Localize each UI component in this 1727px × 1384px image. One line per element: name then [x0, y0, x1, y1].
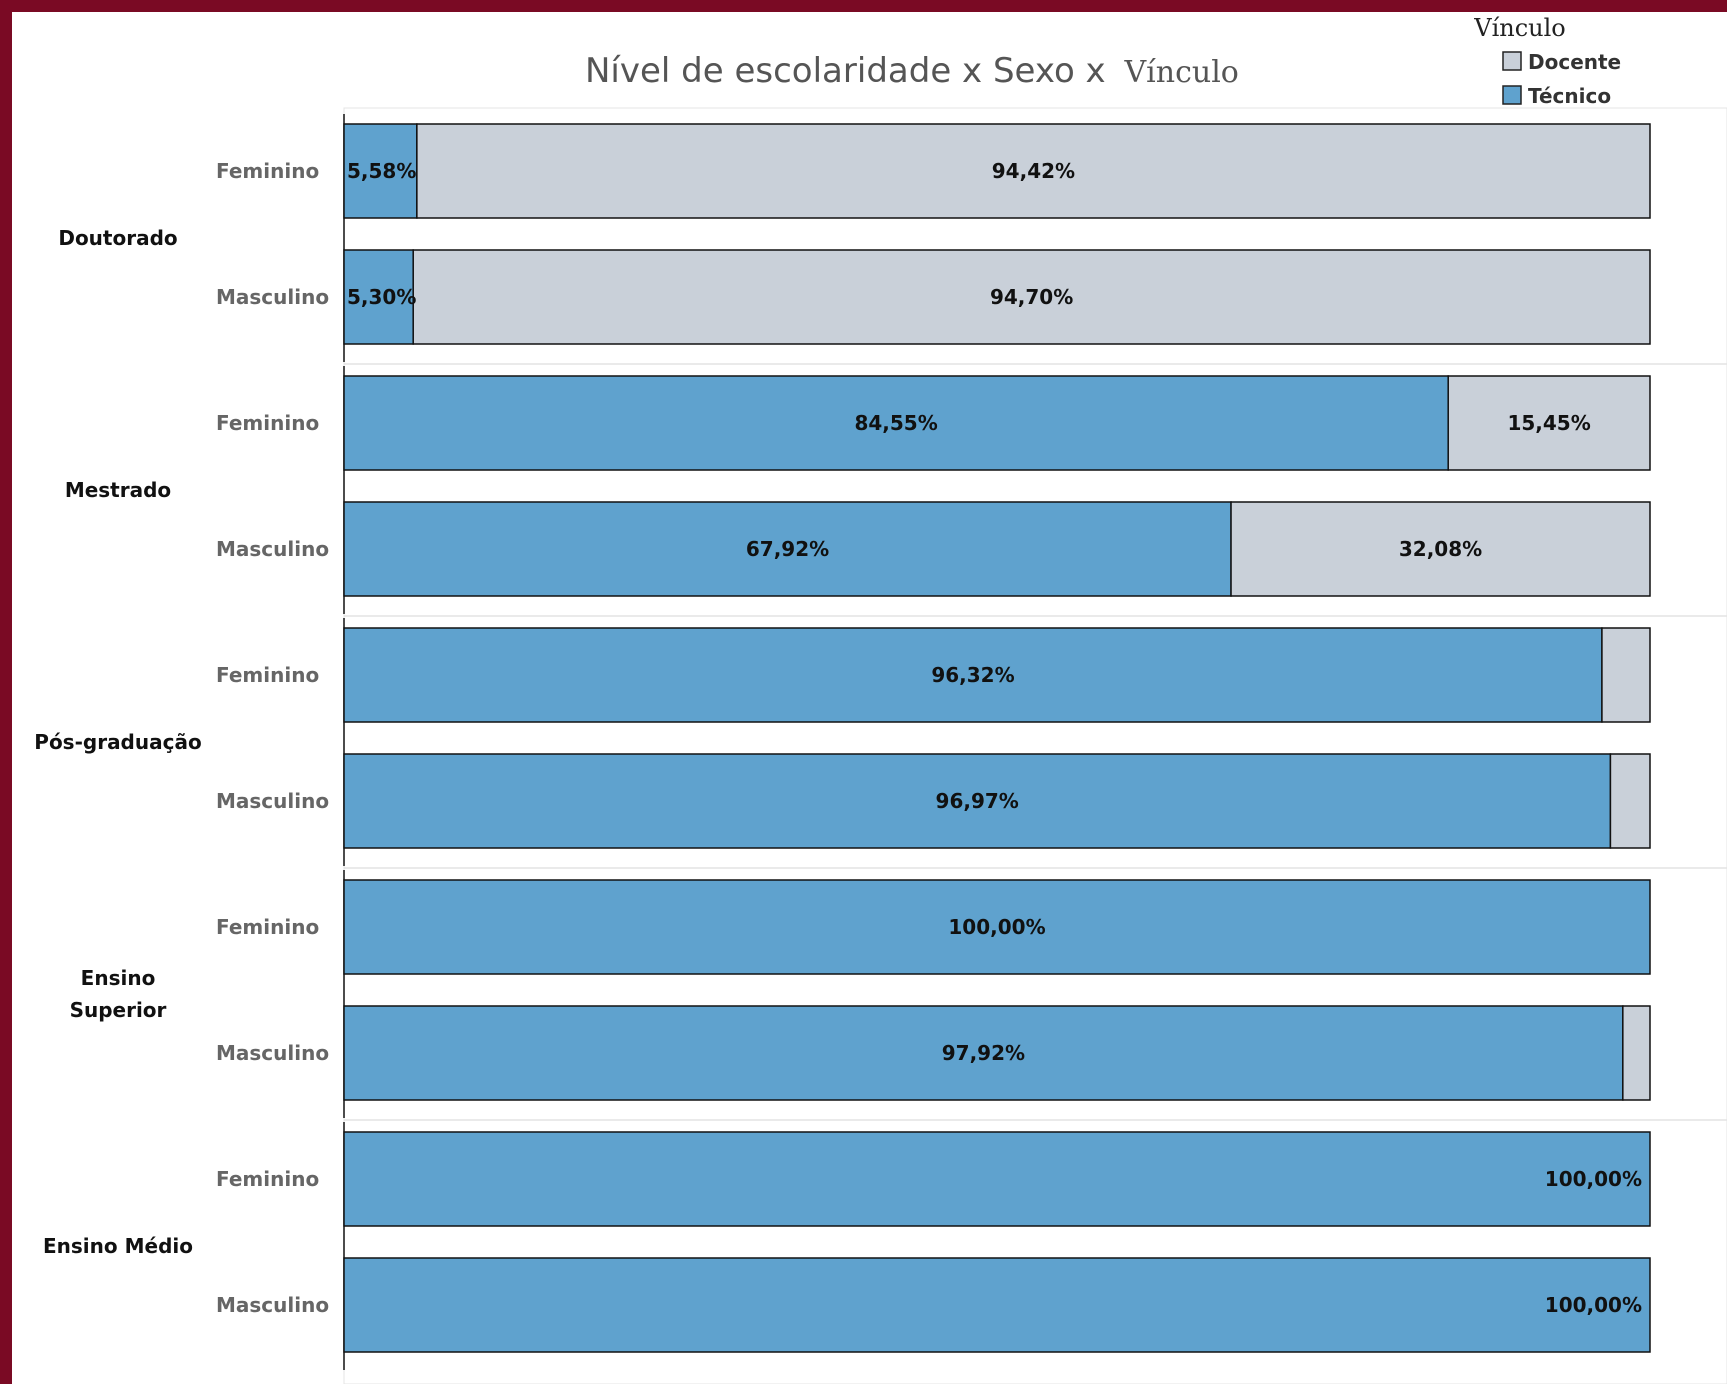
sex-label: Feminino — [216, 411, 319, 435]
value-label-tecnico: 96,32% — [931, 663, 1014, 687]
legend-swatch-docente — [1502, 51, 1522, 71]
group-label-line: Ensino — [81, 966, 156, 990]
value-label-docente: 94,70% — [990, 285, 1073, 309]
value-label-tecnico: 5,30% — [347, 285, 416, 309]
value-label-tecnico: 97,92% — [942, 1041, 1025, 1065]
bar-docente[interactable] — [1622, 1005, 1651, 1101]
legend: Vínculo Docente Técnico — [1473, 14, 1621, 108]
bar-docente[interactable] — [1447, 375, 1651, 471]
value-label-tecnico: 67,92% — [746, 537, 829, 561]
value-label-tecnico: 96,97% — [936, 789, 1019, 813]
chart-title: Nível de escolaridade x Sexo x Vínculo — [585, 51, 1239, 91]
value-label-tecnico: 100,00% — [948, 915, 1045, 939]
value-label-docente: 32,08% — [1399, 537, 1482, 561]
bar-tecnico[interactable] — [343, 501, 1232, 597]
group-label: Pós-graduação — [34, 730, 201, 754]
value-label-docente: 15,45% — [1507, 411, 1590, 435]
legend-title: Vínculo — [1473, 14, 1566, 42]
value-label-tecnico: 5,58% — [347, 159, 416, 183]
value-label-tecnico: 100,00% — [1545, 1167, 1642, 1191]
bar-tecnico[interactable] — [343, 1005, 1624, 1101]
group-label: Ensino Médio — [43, 1234, 193, 1258]
sex-label: Feminino — [216, 915, 319, 939]
group-label-line: Superior — [70, 998, 167, 1022]
bar-docente[interactable] — [1609, 753, 1651, 849]
bar-tecnico[interactable] — [343, 753, 1612, 849]
sex-label: Feminino — [216, 1167, 319, 1191]
value-label-tecnico: 84,55% — [854, 411, 937, 435]
sex-label: Masculino — [216, 537, 329, 561]
bar-docente[interactable] — [416, 123, 1651, 219]
bar-tecnico[interactable] — [343, 1131, 1651, 1227]
sex-label: Masculino — [216, 285, 329, 309]
chart-title-main: Nível de escolaridade x Sexo x — [585, 51, 1106, 91]
sex-label: Masculino — [216, 789, 329, 813]
bar-tecnico[interactable] — [343, 1257, 1651, 1353]
chart-svg: Doutorado Feminino 5,58% 94,42% Masculino 5,3… — [34, 14, 1727, 1384]
labels-layer: Doutorado Feminino 5,58% 94,42% Masculino 5,3… — [34, 159, 1642, 1317]
group-label: Mestrado — [65, 478, 171, 502]
legend-label-docente: Docente — [1528, 50, 1621, 74]
chart-frame: Doutorado Feminino 5,58% 94,42% Masculino 5,3… — [12, 12, 1727, 1384]
bar-docente[interactable] — [412, 249, 1651, 345]
sex-label: Masculino — [216, 1041, 329, 1065]
legend-label-tecnico: Técnico — [1528, 84, 1611, 108]
bar-docente[interactable] — [1601, 627, 1651, 723]
value-label-docente: 94,42% — [992, 159, 1075, 183]
sex-label: Feminino — [216, 159, 319, 183]
sex-label: Feminino — [216, 663, 319, 687]
sex-label: Masculino — [216, 1293, 329, 1317]
bar-tecnico[interactable] — [343, 627, 1603, 723]
group-label: Ensino Superior — [70, 966, 167, 1022]
bar-tecnico[interactable] — [343, 879, 1651, 975]
bars-layer — [343, 107, 1727, 1384]
bar-docente[interactable] — [1230, 501, 1651, 597]
group-label: Doutorado — [58, 226, 177, 250]
chart-title-suffix: Vínculo — [1124, 55, 1239, 90]
value-label-tecnico: 100,00% — [1545, 1293, 1642, 1317]
legend-swatch-tecnico — [1502, 85, 1522, 105]
